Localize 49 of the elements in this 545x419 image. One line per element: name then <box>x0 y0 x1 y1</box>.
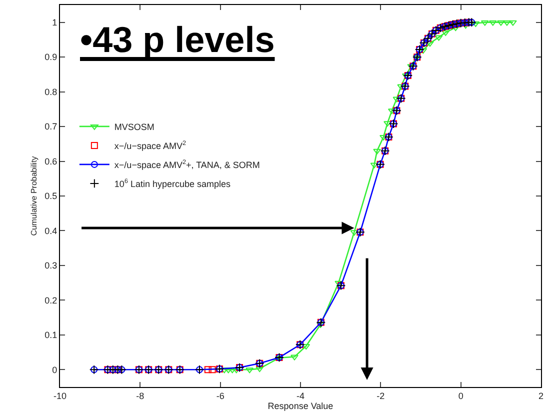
point <box>302 344 310 350</box>
point <box>488 20 497 26</box>
y-tick-label: 0.5 <box>44 191 58 202</box>
legend-label: 10$^{6}$ Latin hypercube samples <box>114 178 232 189</box>
x-tick-label: -8 <box>136 390 144 401</box>
point <box>388 108 396 114</box>
x-tick-label: 0 <box>458 390 464 401</box>
point <box>442 30 450 36</box>
x-axis-title: Response Value <box>268 400 334 411</box>
point <box>208 366 216 374</box>
x-tick-label: -10 <box>53 390 67 401</box>
y-tick-label: 0.9 <box>44 52 58 62</box>
point <box>472 21 480 27</box>
point <box>392 96 401 102</box>
point <box>508 20 517 26</box>
legend-label: x−/u−space AMV$^{2}$ <box>114 140 186 151</box>
point <box>480 20 489 26</box>
x-tick-label: 2 <box>538 390 544 401</box>
y-tick-label: 0.1 <box>44 330 58 340</box>
y-tick-label: 0.3 <box>44 260 58 271</box>
y-axis-title: Cumulative Probability <box>29 156 38 236</box>
y-tick-label: 0 <box>52 364 58 375</box>
y-tick-label: 0.8 <box>44 86 58 97</box>
chart-title: •43 p levels <box>80 19 275 60</box>
y-tick-label: 0.4 <box>44 226 58 236</box>
point <box>419 48 428 54</box>
legend-label: x−/u−space AMV$^{2}$+, TANA, & SORM <box>114 159 260 170</box>
point <box>246 368 254 374</box>
y-tick-label: 1 <box>52 18 58 28</box>
point <box>204 366 212 374</box>
y-tick-label: 0.2 <box>44 295 58 306</box>
point <box>373 148 382 154</box>
point <box>370 162 378 168</box>
point <box>434 35 443 41</box>
point <box>502 20 511 26</box>
y-tick-label: 0.7 <box>44 122 58 132</box>
point <box>426 41 434 47</box>
point <box>350 230 358 236</box>
x-tick-label: -2 <box>376 390 385 401</box>
point <box>380 134 388 140</box>
x-tick-label: -6 <box>216 390 224 401</box>
point <box>290 354 298 360</box>
point <box>256 366 264 372</box>
point <box>397 84 406 90</box>
point <box>334 280 343 286</box>
y-tick-label: 0.6 <box>44 156 58 166</box>
legend-label: MVSOSM <box>114 122 154 132</box>
point <box>496 20 505 26</box>
x-tick-label: -4 <box>296 390 305 401</box>
